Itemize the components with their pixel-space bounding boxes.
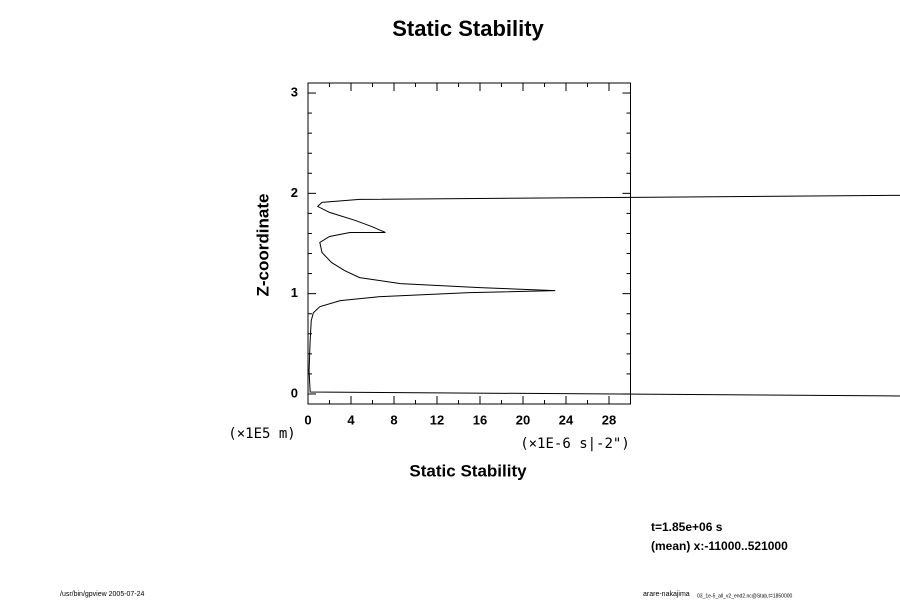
annotation: (mean) x:-11000..521000: [651, 539, 788, 553]
x-tick-label: 4: [347, 412, 355, 427]
x-tick-label: 20: [516, 412, 530, 427]
annotation: t=1.85e+06 s: [651, 520, 723, 534]
x-tick-label: 24: [559, 412, 574, 427]
data-line: [308, 194, 900, 397]
x-tick-label: 0: [304, 412, 311, 427]
x-axis-label: Static Stability: [409, 461, 527, 480]
y-tick-label: 1: [291, 285, 298, 300]
plot-frame: [307, 82, 631, 405]
x-tick-label: 12: [430, 412, 444, 427]
footer: arare-nakajima: [643, 591, 690, 598]
footer-sub: 03_1e-5_all_v2_end2.nc@Stab,t=1850000: [697, 593, 793, 599]
footer: /usr/bin/gpview 2005-07-24: [60, 591, 145, 598]
y-axis-label: Z-coordinate: [253, 194, 272, 297]
y-tick-label: 0: [291, 385, 298, 400]
y-tick-label: 3: [291, 84, 298, 99]
y-unit: (×1E5 m): [228, 426, 295, 442]
y-tick-label: 2: [291, 185, 298, 200]
x-tick-label: 8: [390, 412, 397, 427]
x-tick-label: 28: [602, 412, 616, 427]
chart-title: Static Stability: [392, 16, 544, 41]
x-tick-label: 16: [473, 412, 487, 427]
x-unit: (×1E-6 s|-2"): [520, 436, 630, 452]
